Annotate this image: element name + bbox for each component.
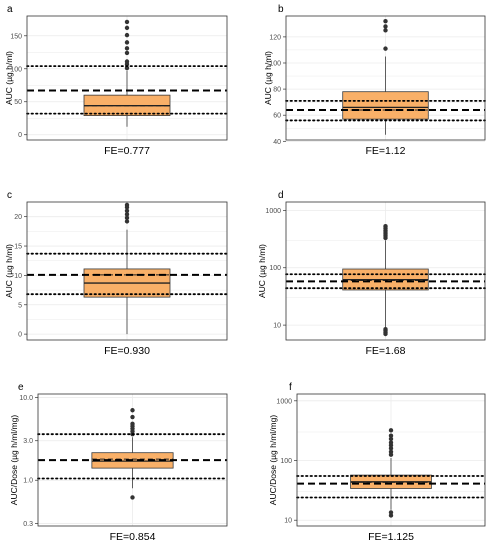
x-axis-label: FE=0.930 xyxy=(104,345,150,357)
panel-label: c xyxy=(7,190,12,201)
y-axis: 0 5 10 15 20 xyxy=(14,214,27,339)
panel-label: e xyxy=(18,382,24,393)
panel-b: 40 60 80 100 120 AUC (µg h/ml) FE=1.12 b xyxy=(263,4,486,157)
outliers xyxy=(124,19,130,71)
x-axis-label: FE=0.777 xyxy=(104,145,150,157)
y-tick-label: 40 xyxy=(273,139,281,146)
y-tick-label: 0 xyxy=(18,132,22,139)
y-tick-label: 20 xyxy=(14,214,22,221)
y-tick-label: 0 xyxy=(18,332,22,339)
outlier-point xyxy=(124,219,130,224)
y-tick-label: 1000 xyxy=(265,208,281,215)
y-axis-label: AUC (µg h/ml) xyxy=(263,51,273,105)
plot-frame xyxy=(285,201,486,341)
y-tick-label: 50 xyxy=(14,99,22,106)
outlier-point xyxy=(388,510,394,515)
outlier-point xyxy=(383,46,388,51)
outliers xyxy=(383,223,388,337)
y-tick-label: 100 xyxy=(269,265,281,272)
plot-frame xyxy=(296,393,486,527)
panel-e: 0.3 1.0 3.0 10.0 AUC/Dose (µg h/ml/mg) FE=0.8… xyxy=(9,382,228,543)
y-axis-label: AUC/Dose (µg h/ml/mg) xyxy=(9,415,19,506)
outlier-point xyxy=(124,215,130,221)
y-tick-label: 0.3 xyxy=(23,521,33,528)
outlier-point xyxy=(124,50,130,56)
panel-d: 10 100 1000 AUC (µg h/ml) FE=1.68 d xyxy=(257,190,486,357)
outlier-point xyxy=(124,46,130,51)
y-axis-label: AUC (µg h/ml) xyxy=(257,244,267,298)
x-axis-label: FE=1.12 xyxy=(366,145,406,157)
y-tick-label: 100 xyxy=(10,66,22,73)
plot-frame xyxy=(26,201,228,341)
box xyxy=(342,91,429,120)
outlier-point xyxy=(388,433,394,438)
y-tick-label: 10 xyxy=(284,518,292,525)
y-axis: 40 60 80 100 120 xyxy=(269,34,286,146)
outlier-point xyxy=(124,25,130,31)
outlier-point xyxy=(124,212,130,217)
y-axis-label: AUC/Dose (µg h/ml/mg) xyxy=(268,415,278,506)
y-tick-label: 100 xyxy=(269,60,281,67)
panel-label: b xyxy=(278,4,284,15)
x-axis-label: FE=0.854 xyxy=(110,531,156,543)
outliers xyxy=(383,19,388,51)
outlier-point xyxy=(124,32,130,38)
y-axis: 10 100 1000 xyxy=(276,398,297,525)
outlier-point xyxy=(130,495,135,500)
outlier-point xyxy=(124,19,130,25)
outlier-point xyxy=(130,414,135,420)
y-axis-label: AUC (µg h/ml) xyxy=(4,51,14,105)
outlier-point xyxy=(383,19,388,24)
y-tick-label: 60 xyxy=(273,113,281,120)
y-tick-label: 15 xyxy=(14,244,22,251)
y-tick-label: 80 xyxy=(273,87,281,94)
outlier-point xyxy=(130,421,135,427)
y-axis-label: AUC (µg h/ml) xyxy=(4,244,14,298)
y-tick-label: 5 xyxy=(18,302,22,309)
panel-f: 10 100 1000 AUC/Dose (µg h/ml/mg) FE=1.125 f xyxy=(268,382,486,543)
panel-label: d xyxy=(278,190,284,201)
outlier-point xyxy=(383,24,388,29)
panel-a: 0 50 100 150 AUC (µg h/ml) FE=0.777 a xyxy=(4,4,228,157)
outlier-point xyxy=(124,59,130,64)
x-axis-label: FE=1.68 xyxy=(366,345,406,357)
panel-c: 0 5 10 15 20 AUC (µg h/ml) FE=0.930 c xyxy=(4,190,228,357)
plot-frame xyxy=(37,393,228,527)
y-tick-label: 10 xyxy=(14,273,22,280)
y-tick-label: 10 xyxy=(273,323,281,330)
panel-label: a xyxy=(7,4,13,15)
outlier-point xyxy=(388,513,394,518)
panel-label: f xyxy=(289,382,292,393)
y-tick-label: 100 xyxy=(280,458,292,465)
outlier-point xyxy=(388,446,394,451)
outlier-point xyxy=(388,428,394,433)
y-tick-label: 1000 xyxy=(276,398,292,405)
y-axis: 0.3 1.0 3.0 10.0 xyxy=(19,395,38,528)
plot-frame xyxy=(26,15,228,141)
outlier-point xyxy=(388,449,394,454)
outlier-point xyxy=(383,326,388,332)
plot-frame xyxy=(285,15,486,141)
outlier-point xyxy=(124,40,130,45)
y-tick-label: 10.0 xyxy=(19,395,33,402)
y-tick-label: 1.0 xyxy=(23,478,33,485)
outliers xyxy=(388,428,394,518)
y-axis: 10 100 1000 xyxy=(265,208,286,330)
y-tick-label: 150 xyxy=(10,33,22,40)
outlier-point xyxy=(383,28,388,33)
outlier-point xyxy=(130,408,135,413)
y-tick-label: 3.0 xyxy=(23,438,33,445)
x-axis-label: FE=1.125 xyxy=(368,531,414,543)
outliers xyxy=(124,202,130,224)
y-axis: 0 50 100 150 xyxy=(10,33,27,139)
outlier-point xyxy=(383,223,388,229)
outlier-point xyxy=(124,202,130,208)
outlier-point xyxy=(388,440,394,445)
outlier-point xyxy=(388,436,394,442)
outlier-point xyxy=(124,208,130,214)
y-tick-label: 120 xyxy=(269,34,281,41)
